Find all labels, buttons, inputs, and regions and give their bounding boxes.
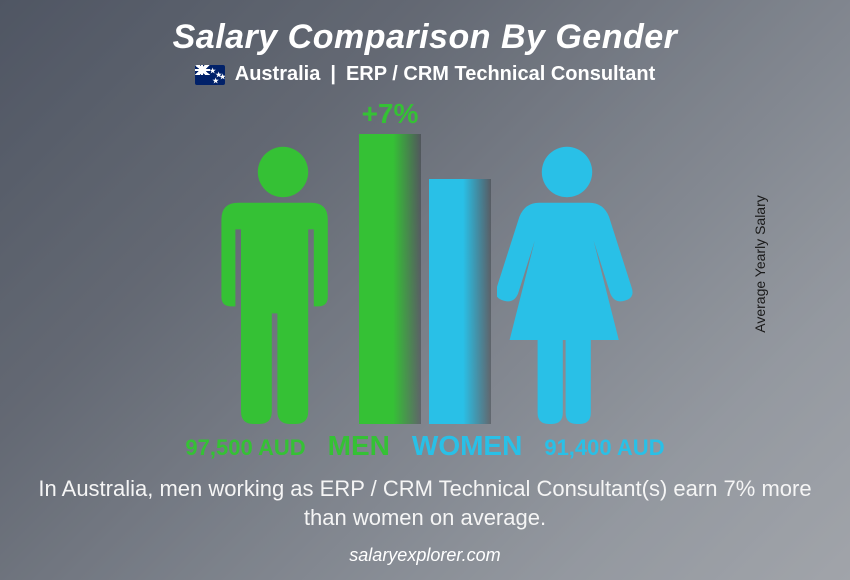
men-group: +7% xyxy=(213,134,421,424)
summary-text: In Australia, men working as ERP / CRM T… xyxy=(35,474,815,533)
chart-area: Average Yearly Salary +7% xyxy=(30,104,820,424)
women-bar-wrap xyxy=(429,179,491,424)
women-bar xyxy=(429,179,491,424)
men-bar xyxy=(359,134,421,424)
page-title: Salary Comparison By Gender xyxy=(173,18,678,57)
women-group xyxy=(429,144,637,424)
women-salary: 91,400 AUD xyxy=(544,435,664,461)
man-icon xyxy=(213,144,353,424)
delta-label: +7% xyxy=(362,98,419,130)
men-bar-wrap: +7% xyxy=(359,134,421,424)
subtitle-role: ERP / CRM Technical Consultant xyxy=(346,63,655,86)
subtitle-country: Australia xyxy=(235,63,321,86)
australia-flag-icon xyxy=(195,65,225,85)
y-axis-label: Average Yearly Salary xyxy=(751,195,767,333)
infographic-container: Salary Comparison By Gender Australia | … xyxy=(0,0,850,580)
men-salary: 97,500 AUD xyxy=(185,435,305,461)
subtitle-row: Australia | ERP / CRM Technical Consulta… xyxy=(195,63,656,86)
woman-icon xyxy=(497,144,637,424)
subtitle-separator: | xyxy=(330,63,336,86)
men-label: MEN xyxy=(328,430,390,462)
credit-text: salaryexplorer.com xyxy=(349,545,500,566)
women-label: WOMEN xyxy=(412,430,522,462)
labels-row: 97,500 AUD MEN WOMEN 91,400 AUD xyxy=(30,430,820,462)
